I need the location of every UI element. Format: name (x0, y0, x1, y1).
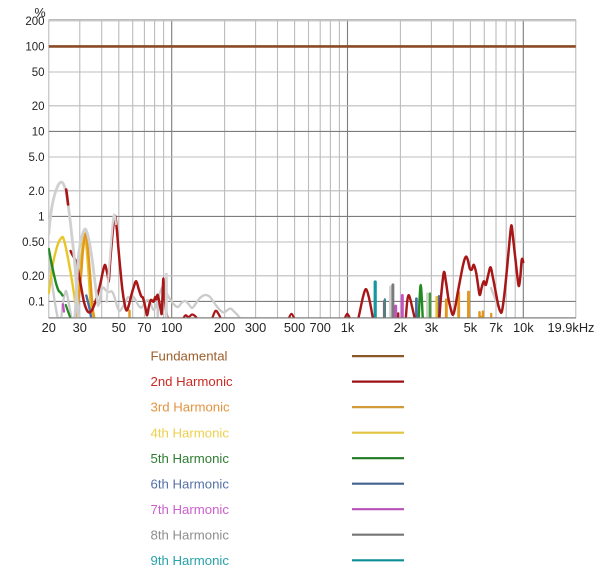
svg-text:Fundamental: Fundamental (151, 349, 228, 364)
svg-text:6th Harmonic: 6th Harmonic (151, 476, 230, 491)
svg-text:30: 30 (73, 320, 87, 335)
svg-text:2k: 2k (394, 320, 408, 335)
svg-text:0.20: 0.20 (22, 271, 44, 283)
svg-text:100: 100 (25, 42, 44, 54)
svg-text:1: 1 (38, 212, 44, 224)
svg-text:3k: 3k (425, 320, 439, 335)
svg-text:100: 100 (161, 320, 182, 335)
svg-text:10: 10 (32, 127, 45, 139)
svg-text:700: 700 (310, 320, 331, 335)
svg-text:%: % (34, 6, 45, 20)
svg-text:7k: 7k (489, 320, 503, 335)
svg-text:19.9kHz: 19.9kHz (548, 320, 595, 335)
svg-text:10k: 10k (513, 320, 534, 335)
svg-text:9th Harmonic: 9th Harmonic (151, 553, 230, 568)
svg-text:200: 200 (25, 16, 44, 28)
svg-text:20: 20 (42, 320, 56, 335)
svg-text:500: 500 (284, 320, 305, 335)
svg-text:8th Harmonic: 8th Harmonic (151, 527, 230, 542)
svg-text:5.0: 5.0 (29, 152, 45, 164)
svg-text:300: 300 (245, 320, 266, 335)
svg-text:2nd Harmonic: 2nd Harmonic (151, 374, 233, 389)
svg-text:0.50: 0.50 (22, 237, 44, 249)
svg-text:20: 20 (32, 101, 45, 113)
svg-text:200: 200 (214, 320, 235, 335)
svg-text:5k: 5k (464, 320, 478, 335)
svg-text:70: 70 (137, 320, 151, 335)
svg-text:5th Harmonic: 5th Harmonic (151, 451, 230, 466)
svg-text:50: 50 (32, 67, 45, 79)
svg-text:7th Harmonic: 7th Harmonic (151, 502, 230, 517)
svg-text:4th Harmonic: 4th Harmonic (151, 425, 230, 440)
svg-text:3rd Harmonic: 3rd Harmonic (151, 400, 231, 415)
svg-text:2.0: 2.0 (29, 186, 45, 198)
svg-text:1k: 1k (341, 320, 355, 335)
svg-text:0.1: 0.1 (29, 297, 45, 309)
svg-text:50: 50 (112, 320, 126, 335)
